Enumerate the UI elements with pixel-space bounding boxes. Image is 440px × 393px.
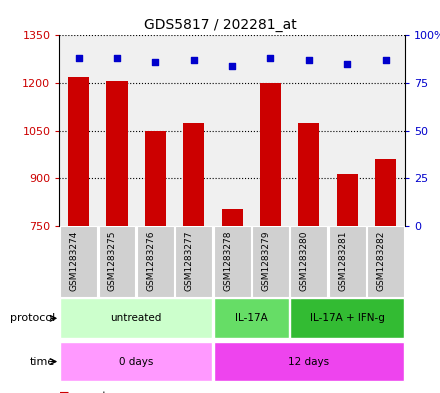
Bar	[145, 130, 166, 226]
Text: GDS5817 / 202281_at: GDS5817 / 202281_at	[143, 18, 297, 32]
Bar	[298, 123, 319, 226]
Point	[229, 63, 236, 69]
Text: IL-17A + IFN-g: IL-17A + IFN-g	[310, 313, 385, 323]
Point	[267, 55, 274, 61]
Text: ■: ■	[59, 391, 70, 393]
Bar	[375, 159, 396, 226]
Bar	[183, 123, 204, 226]
Text: count: count	[77, 391, 106, 393]
Text: GSM1283278: GSM1283278	[223, 230, 232, 291]
Bar	[222, 209, 242, 226]
Bar	[137, 226, 174, 297]
Text: untreated: untreated	[110, 313, 162, 323]
Bar	[214, 226, 250, 297]
Text: 12 days: 12 days	[288, 356, 330, 367]
Bar	[214, 342, 404, 382]
Point	[152, 59, 159, 65]
Point	[305, 57, 312, 63]
Bar	[68, 77, 89, 226]
Bar	[337, 174, 358, 226]
Text: GSM1283279: GSM1283279	[261, 230, 271, 291]
Text: GSM1283277: GSM1283277	[185, 230, 194, 291]
Bar	[214, 298, 289, 338]
Point	[190, 57, 197, 63]
Bar	[290, 226, 327, 297]
Text: 0 days: 0 days	[119, 356, 154, 367]
Bar	[252, 226, 289, 297]
Text: GSM1283275: GSM1283275	[108, 230, 117, 291]
Bar	[367, 226, 404, 297]
Text: GSM1283274: GSM1283274	[70, 230, 79, 290]
Point	[75, 55, 82, 61]
Text: protocol: protocol	[10, 313, 55, 323]
Bar	[260, 83, 281, 226]
Text: GSM1283282: GSM1283282	[377, 230, 385, 290]
Bar	[329, 226, 366, 297]
Text: GSM1283281: GSM1283281	[338, 230, 347, 291]
Bar	[60, 226, 97, 297]
Text: GSM1283280: GSM1283280	[300, 230, 309, 291]
Bar	[175, 226, 212, 297]
Bar	[106, 81, 128, 226]
Text: time: time	[30, 356, 55, 367]
Text: GSM1283276: GSM1283276	[147, 230, 155, 291]
Text: IL-17A: IL-17A	[235, 313, 268, 323]
Bar	[60, 298, 212, 338]
Bar	[99, 226, 136, 297]
Bar	[60, 342, 212, 382]
Bar	[290, 298, 404, 338]
Point	[344, 61, 351, 67]
Point	[382, 57, 389, 63]
Point	[114, 55, 121, 61]
